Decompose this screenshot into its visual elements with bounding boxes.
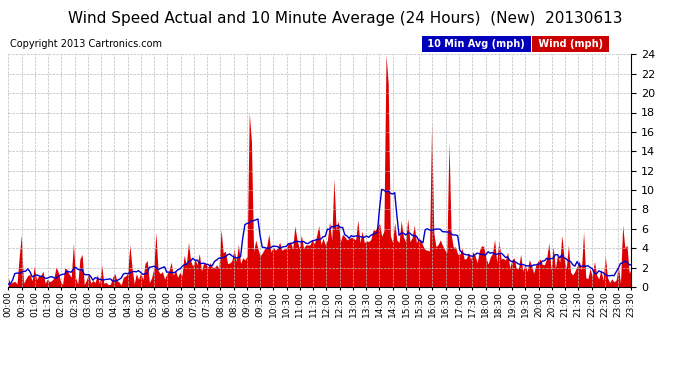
Text: 10 Min Avg (mph): 10 Min Avg (mph)	[424, 39, 529, 49]
Text: Copyright 2013 Cartronics.com: Copyright 2013 Cartronics.com	[10, 39, 162, 49]
Text: Wind (mph): Wind (mph)	[535, 39, 607, 49]
Text: Wind Speed Actual and 10 Minute Average (24 Hours)  (New)  20130613: Wind Speed Actual and 10 Minute Average …	[68, 11, 622, 26]
